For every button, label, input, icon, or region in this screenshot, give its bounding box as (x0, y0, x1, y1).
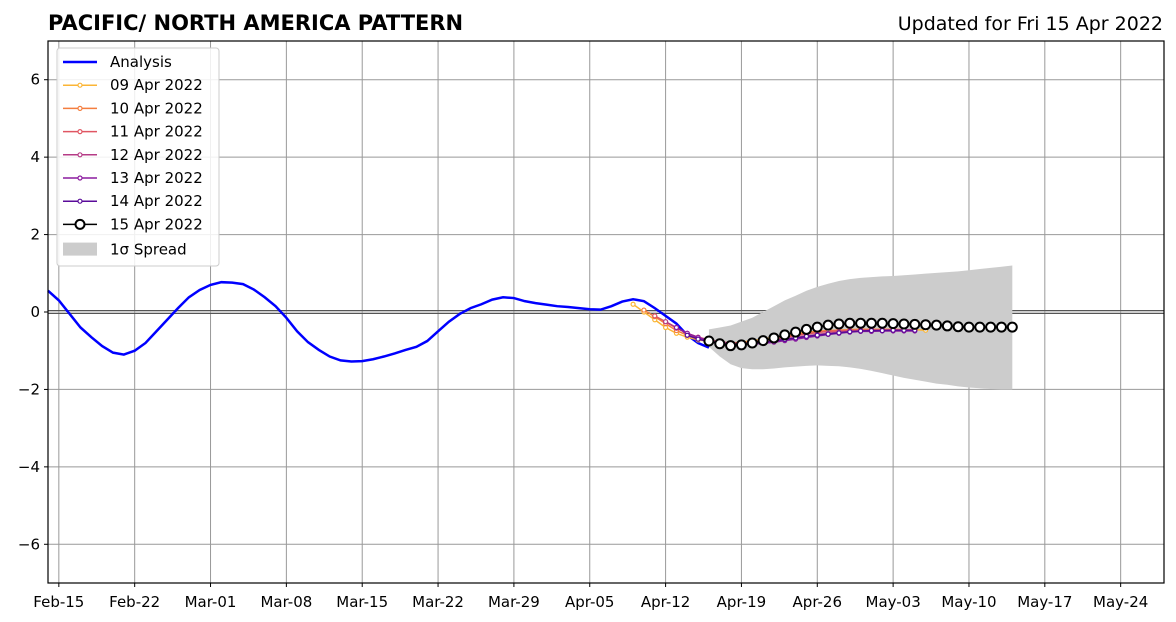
chart-title: PACIFIC/ NORTH AMERICA PATTERN (48, 11, 463, 35)
series-point (746, 337, 758, 349)
series-point (858, 328, 864, 334)
series-point (800, 323, 812, 335)
x-tick-label: Apr-12 (641, 593, 691, 611)
series-point (865, 317, 877, 329)
x-tick-label: May-03 (866, 593, 921, 611)
x-tick-label: Mar-15 (336, 593, 388, 611)
x-tick-label: Apr-05 (565, 593, 615, 611)
series-point (868, 327, 875, 334)
legend-label: 11 Apr 2022 (110, 123, 203, 141)
series-point (652, 313, 658, 319)
legend-label: 09 Apr 2022 (110, 76, 203, 94)
series-point (985, 321, 997, 333)
series-point (695, 336, 701, 342)
series-point (814, 332, 820, 338)
legend-marker (77, 129, 83, 135)
series-point (790, 326, 802, 338)
legend-label: 10 Apr 2022 (110, 99, 203, 117)
legend-marker (77, 175, 83, 181)
series-point (803, 333, 810, 339)
x-tick-label: Mar-29 (488, 593, 540, 611)
series-point (941, 320, 953, 332)
x-tick-label: Apr-26 (793, 593, 843, 611)
series-point (714, 338, 726, 350)
y-tick-label: 4 (30, 148, 40, 166)
x-tick-label: May-24 (1093, 593, 1148, 611)
series-point (1006, 321, 1018, 333)
y-tick-label: 2 (30, 226, 40, 244)
legend-spread-swatch (63, 242, 97, 256)
series-point (855, 317, 867, 329)
series-point (879, 327, 885, 334)
legend-label: 14 Apr 2022 (110, 192, 203, 210)
legend-label: 13 Apr 2022 (110, 169, 203, 187)
legend-label-spread: 1σ Spread (110, 241, 187, 259)
x-tick-label: May-17 (1017, 593, 1072, 611)
series-point (930, 319, 942, 331)
x-tick-label: Feb-22 (109, 593, 160, 611)
series-point (825, 331, 831, 337)
series-point (735, 339, 747, 351)
series-point (887, 318, 899, 330)
series-point (768, 332, 780, 344)
y-tick-label: −4 (18, 458, 40, 476)
updated-label: Updated for Fri 15 Apr 2022 (898, 13, 1163, 35)
legend-marker (74, 218, 86, 230)
series-point (833, 318, 845, 330)
x-tick-label: Feb-15 (33, 593, 84, 611)
series-point (952, 321, 964, 333)
series-point (673, 324, 680, 331)
x-tick-label: Mar-01 (185, 593, 237, 611)
y-tick-label: 6 (30, 71, 40, 89)
series-point (641, 307, 647, 313)
legend-marker (77, 82, 83, 88)
series-point (630, 301, 636, 307)
series-point (995, 321, 1007, 333)
series-point (779, 329, 791, 341)
series-line (47, 280, 710, 363)
series-point (684, 332, 690, 338)
legend-label: 15 Apr 2022 (110, 215, 203, 233)
y-tick-label: −2 (18, 380, 40, 398)
plot-area: Feb-15 Feb-22 Mar-01 Mar-08 Mar-15 Mar-22 Mar-… (18, 40, 1165, 611)
series-point (898, 318, 910, 330)
legend-box (56, 47, 220, 267)
x-tick-label: Mar-08 (260, 593, 312, 611)
x-tick-label: Apr-19 (717, 593, 767, 611)
legend-marker (77, 198, 83, 204)
series-point (811, 321, 823, 333)
series-point (836, 330, 842, 336)
y-tick-label: 0 (30, 303, 40, 321)
series-point (963, 321, 975, 333)
y-tick-label: −6 (18, 535, 40, 553)
series-point (844, 317, 856, 329)
series-point (822, 319, 834, 331)
series-point (703, 335, 715, 347)
series-point (920, 319, 932, 331)
x-tick-label: Mar-22 (412, 593, 464, 611)
legend-label: Analysis (110, 53, 172, 71)
legend-label: 12 Apr 2022 (110, 146, 203, 164)
legend: Analysis 09 Apr 2022 10 Apr 2022 11 Apr 202… (56, 47, 220, 267)
series-point (725, 340, 737, 352)
axes-frame (47, 40, 1165, 584)
legend-marker (77, 105, 83, 112)
series-point (662, 319, 669, 325)
legend-marker (77, 152, 83, 158)
series-point (974, 321, 986, 333)
series-point (757, 335, 769, 347)
series-point (847, 329, 853, 335)
x-tick-label: May-10 (941, 593, 996, 611)
series-point (876, 317, 888, 329)
series-point (909, 318, 921, 330)
